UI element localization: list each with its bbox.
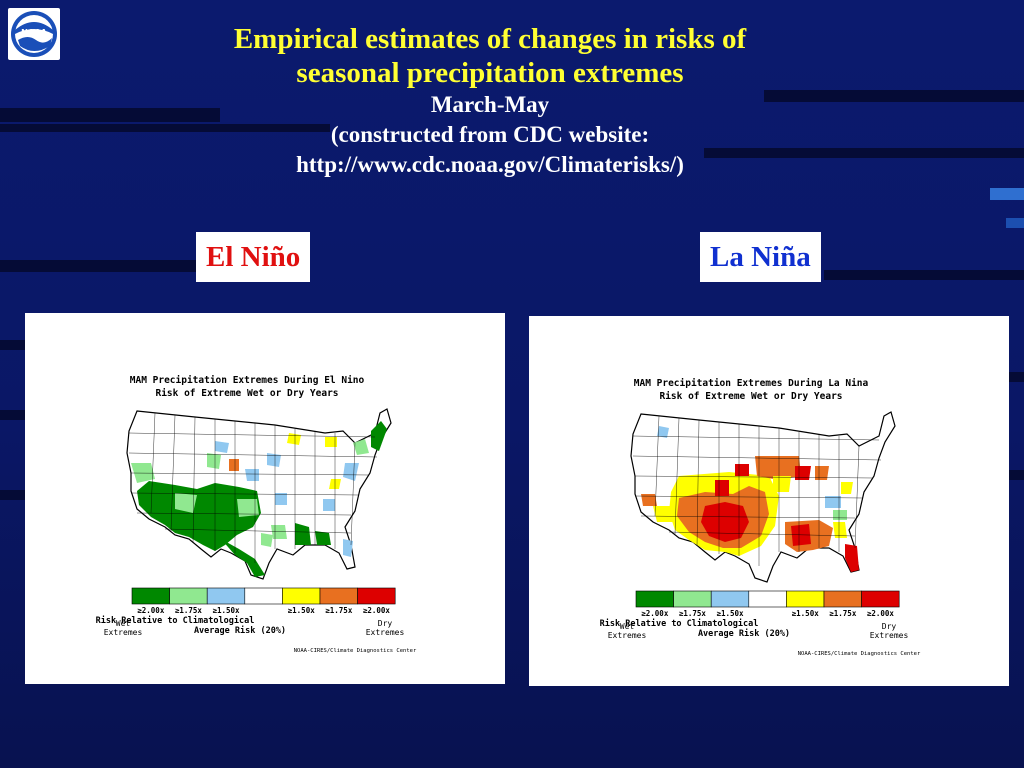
legend-tick-label: ≥1.75x bbox=[175, 606, 203, 615]
slide-title-block: Empirical estimates of changes in risks … bbox=[160, 22, 820, 180]
legend-tick-label: ≥1.50x bbox=[792, 609, 820, 618]
map-title-1: MAM Precipitation Extremes During El Nin… bbox=[130, 375, 365, 386]
legend-tick-label: ≥2.00x bbox=[363, 606, 391, 615]
legend-swatch bbox=[357, 587, 396, 605]
legend-caption-1: Risk Relative to Climatological bbox=[600, 618, 759, 629]
legend-wet-2: Extremes bbox=[608, 631, 647, 640]
legend-swatch bbox=[673, 590, 712, 608]
legend-tick-label: ≥1.75x bbox=[679, 609, 707, 618]
legend-wet-1: Wet bbox=[620, 622, 635, 631]
map-title-2: Risk of Extreme Wet or Dry Years bbox=[659, 391, 842, 402]
legend-swatch bbox=[786, 590, 825, 608]
map-credit: NOAA-CIRES/Climate Diagnostics Center bbox=[294, 648, 417, 654]
legend-swatch bbox=[635, 590, 674, 608]
legend-caption-2: Average Risk (20%) bbox=[194, 625, 286, 636]
source-line: (constructed from CDC website: bbox=[330, 122, 650, 147]
el-nino-map-panel: MAM Precipitation Extremes During El Nin… bbox=[25, 313, 505, 684]
legend-tick-label: ≥1.75x bbox=[325, 606, 353, 615]
legend-tick-label: ≥2.00x bbox=[641, 609, 669, 618]
legend: ≥2.00x ≥1.75x ≥1.50x ≥1.50x ≥1.75x ≥2.00x bbox=[635, 590, 900, 618]
legend-swatch bbox=[823, 590, 862, 608]
legend-swatch bbox=[131, 587, 170, 605]
legend-swatch bbox=[861, 590, 900, 608]
title-line-2: seasonal precipitation extremes bbox=[296, 57, 684, 89]
legend-swatch bbox=[282, 587, 321, 605]
legend-tick-label: ≥1.50x bbox=[288, 606, 316, 615]
title-line-1: Empirical estimates of changes in risks … bbox=[233, 23, 747, 55]
legend-swatch bbox=[244, 587, 283, 605]
noaa-logo-text: NOAA bbox=[21, 28, 47, 37]
legend-wet-2: Extremes bbox=[104, 628, 143, 637]
legend-swatch bbox=[169, 587, 208, 605]
map-credit: NOAA-CIRES/Climate Diagnostics Center bbox=[798, 651, 921, 657]
legend-wet-1: Wet bbox=[116, 619, 131, 628]
map-title-2: Risk of Extreme Wet or Dry Years bbox=[155, 388, 338, 399]
legend: ≥2.00x ≥1.75x ≥1.50x ≥1.50x ≥1.75x ≥2.00x bbox=[131, 587, 396, 615]
la-nina-map-panel: MAM Precipitation Extremes During La Nin… bbox=[529, 316, 1009, 686]
legend-caption-1: Risk Relative to Climatological bbox=[96, 615, 255, 626]
source-url: http://www.cdc.noaa.gov/Climaterisks/) bbox=[296, 152, 684, 177]
legend-tick-label: ≥1.75x bbox=[829, 609, 857, 618]
legend-tick-label: ≥1.50x bbox=[212, 606, 240, 615]
legend-swatch bbox=[748, 590, 787, 608]
noaa-logo: NOAA bbox=[8, 8, 60, 60]
legend-swatch bbox=[319, 587, 358, 605]
map-title-1: MAM Precipitation Extremes During La Nin… bbox=[634, 378, 869, 389]
legend-caption-2: Average Risk (20%) bbox=[698, 628, 790, 639]
legend-swatch bbox=[206, 587, 246, 605]
legend-swatch bbox=[710, 590, 750, 608]
legend-tick-label: ≥1.50x bbox=[716, 609, 744, 618]
legend-dry-1: Dry bbox=[378, 619, 393, 628]
legend-dry-1: Dry bbox=[882, 622, 897, 631]
la-nina-label: La Niña bbox=[700, 232, 821, 282]
legend-tick-label: ≥2.00x bbox=[867, 609, 895, 618]
el-nino-label: El Niño bbox=[196, 232, 311, 282]
season-label: March-May bbox=[430, 92, 550, 117]
legend-dry-2: Extremes bbox=[870, 631, 909, 640]
legend-dry-2: Extremes bbox=[366, 628, 405, 637]
legend-tick-label: ≥2.00x bbox=[137, 606, 165, 615]
